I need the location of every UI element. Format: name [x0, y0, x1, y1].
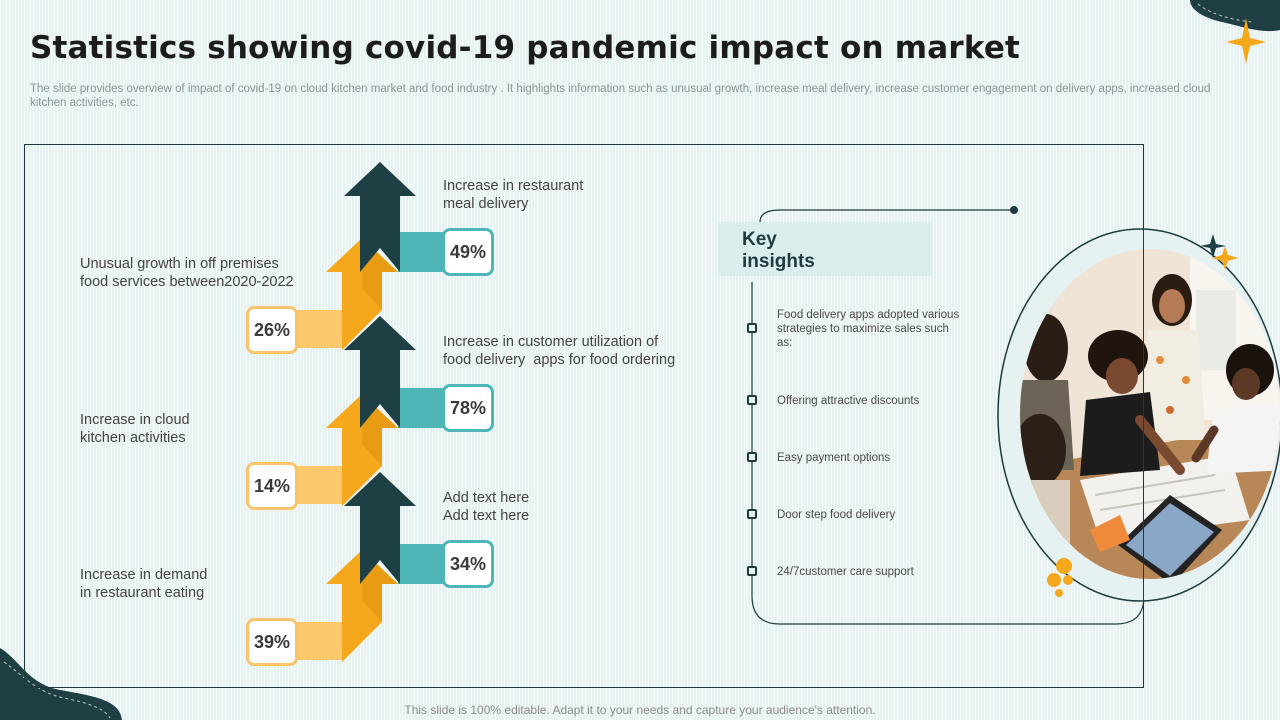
insight-bullet-icon [747, 395, 757, 405]
stat-value-delivery-apps: 78% [442, 384, 494, 432]
insight-bullet-icon [747, 323, 757, 333]
stat-label-cloud-kitchen: Increase in cloud kitchen activities [80, 412, 190, 446]
insights-line-end-dot [1010, 206, 1018, 214]
insight-item: Offering attractive discounts [777, 395, 920, 407]
stat-label-delivery-apps: Increase in customer utilization of food… [443, 334, 676, 368]
content-frame [24, 144, 1144, 688]
insight-item: Easy payment options [777, 452, 891, 464]
sparkle-icon [1226, 18, 1266, 64]
stat-label-restaurant-eating: Increase in demand in restaurant eating [80, 567, 208, 601]
footer-note: This slide is 100% editable. Adapt it to… [404, 703, 876, 717]
stat-value-meal-delivery: 49% [442, 228, 494, 276]
connector-strips-teal [398, 232, 448, 584]
insight-item: Food delivery apps adopted various strat… [777, 309, 960, 349]
page-subtitle: The slide provides overview of impact of… [30, 83, 1211, 109]
stat-value-restaurant-eating: 39% [246, 618, 298, 666]
insight-item: Door step food delivery [777, 509, 896, 521]
stat-label-off-premises: Unusual growth in off premises food serv… [80, 256, 294, 290]
orange-dots-decoration [1047, 558, 1073, 597]
stat-value-cloud-kitchen: 14% [246, 462, 298, 510]
stat-value-off-premises: 26% [246, 306, 298, 354]
arrow-dark-1 [344, 162, 416, 272]
stat-label-placeholder: Add text here Add text here [443, 490, 530, 524]
stat-value-placeholder: 34% [442, 540, 494, 588]
insights-card-border [751, 282, 1145, 625]
sparkle-dark-icon [1200, 234, 1226, 258]
insight-bullet-icon [747, 566, 757, 576]
insights-title: Key insights [742, 229, 815, 272]
sparkle-orange-icon [1212, 246, 1238, 270]
corner-blob-bottom-left [0, 648, 122, 720]
corner-blob-top-right [1190, 0, 1280, 32]
connector-strips-orange [296, 310, 344, 660]
page-title: Statistics showing covid-19 pandemic imp… [30, 30, 1021, 66]
stat-label-meal-delivery: Increase in restaurant meal delivery [443, 178, 584, 212]
insights-header-bg [718, 222, 932, 276]
arrow-dark-2 [344, 316, 416, 428]
insight-bullet-icon [747, 452, 757, 462]
insights-card-top-line [759, 209, 1014, 223]
insight-bullet-icon [747, 509, 757, 519]
arrow-dark-3 [344, 472, 416, 584]
insight-item: 24/7customer care support [777, 566, 914, 578]
